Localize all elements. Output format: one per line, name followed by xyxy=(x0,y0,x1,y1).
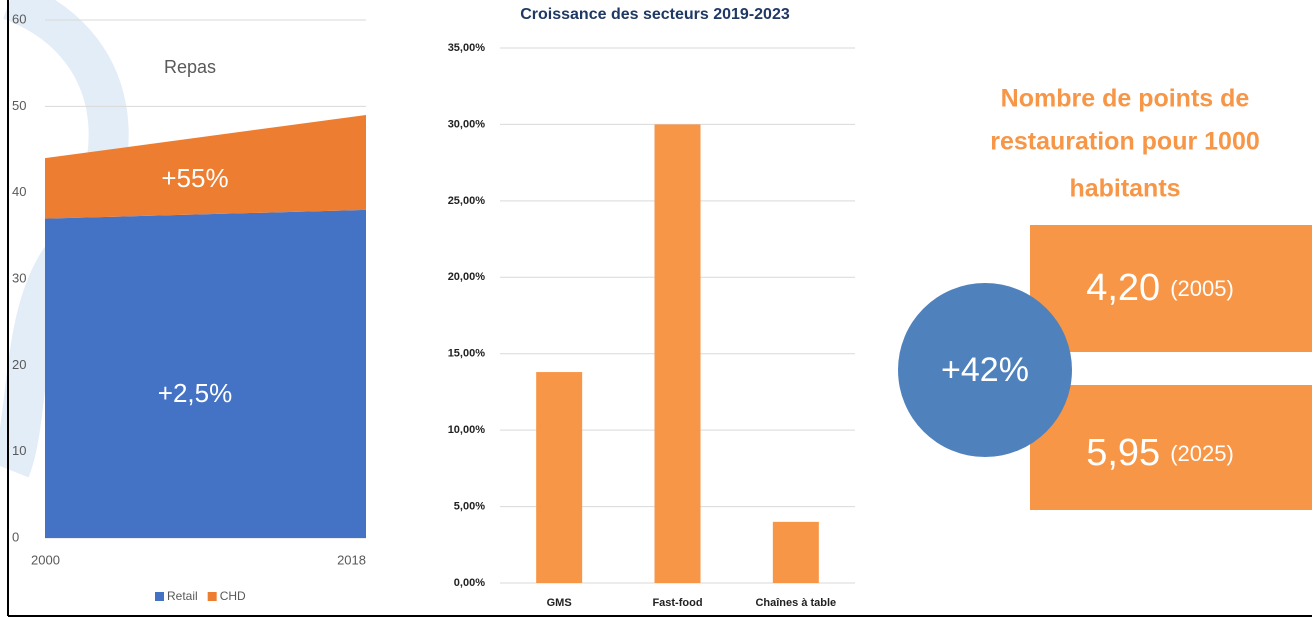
box xyxy=(1030,385,1312,510)
box-year: (2025) xyxy=(1170,441,1234,466)
annotation: +2,5% xyxy=(158,378,232,408)
y-tick-label: 20 xyxy=(12,357,26,372)
box-value: 5,95 xyxy=(1086,432,1160,474)
x-tick-label: 2000 xyxy=(31,552,60,567)
y-tick-label: 5,00% xyxy=(454,500,485,512)
y-tick-label: 60 xyxy=(12,11,26,26)
box xyxy=(1030,225,1312,352)
y-tick-label: 30 xyxy=(12,270,26,285)
annotation: +55% xyxy=(161,163,228,193)
y-tick-label: 30,00% xyxy=(448,118,486,130)
box-year: (2005) xyxy=(1170,276,1234,301)
y-tick-label: 40 xyxy=(12,184,26,199)
legend-label: Retail xyxy=(167,589,198,603)
y-tick-label: 10,00% xyxy=(448,424,486,436)
legend-swatch xyxy=(207,592,217,601)
box-value: 4,20 xyxy=(1086,267,1160,309)
info-title: restauration pour 1000 xyxy=(990,128,1260,156)
y-tick-label: 20,00% xyxy=(448,271,486,283)
info-title: Nombre de points de xyxy=(1001,85,1250,113)
info-title: habitants xyxy=(1069,175,1180,203)
x-tick-label: Chaînes à table xyxy=(755,597,836,609)
y-tick-label: 0,00% xyxy=(454,577,485,589)
bar-chart: Croissance des secteurs 2019-2023 0,00% 5… xyxy=(448,6,855,609)
chart-title: Croissance des secteurs 2019-2023 xyxy=(520,6,790,23)
chart-title: Repas xyxy=(164,57,216,77)
y-tick-label: 25,00% xyxy=(448,195,486,207)
x-tick-label: 2018 xyxy=(337,552,366,567)
y-tick-label: 15,00% xyxy=(448,348,486,360)
legend-label: CHD xyxy=(220,589,246,603)
y-tick-label: 0 xyxy=(12,529,19,544)
y-tick-label: 10 xyxy=(12,443,26,458)
y-tick-label: 35,00% xyxy=(448,42,486,54)
x-tick-label: Fast-food xyxy=(652,597,702,609)
area-chart: Repas 0 10 20 30 40 50 60 2000 2018 +55% +2,5% Reta… xyxy=(12,11,366,603)
area xyxy=(45,114,366,219)
box-text: 4,20 (2005) xyxy=(1086,267,1234,309)
bar xyxy=(654,124,701,583)
legend-swatch xyxy=(155,592,164,601)
growth-label: +42% xyxy=(941,351,1029,389)
area xyxy=(45,209,366,538)
y-tick-label: 50 xyxy=(12,98,26,113)
x-tick-label: GMS xyxy=(547,597,572,609)
infographic: Nombre de points de restauration pour 10… xyxy=(898,85,1312,510)
growth-circle xyxy=(898,283,1072,457)
box-text: 5,95 (2025) xyxy=(1086,432,1234,474)
bar xyxy=(772,521,819,583)
bar xyxy=(536,372,583,583)
